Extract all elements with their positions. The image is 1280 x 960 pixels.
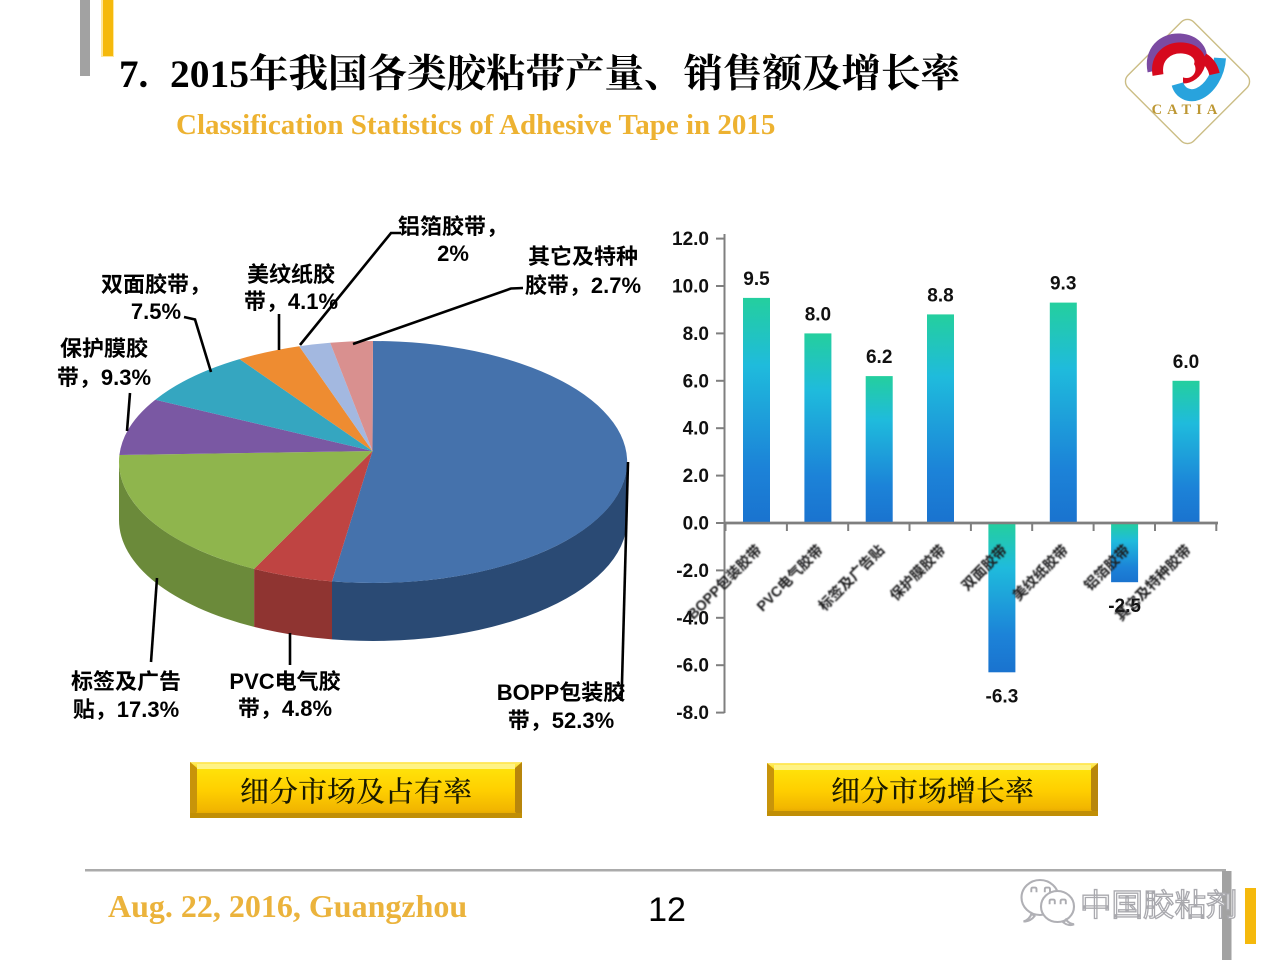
svg-text:-2.0: -2.0 — [676, 561, 709, 582]
svg-text:2.0: 2.0 — [683, 466, 709, 487]
svg-text:0.0: 0.0 — [683, 514, 709, 535]
svg-text:4.0: 4.0 — [683, 419, 709, 440]
svg-text:8.0: 8.0 — [805, 304, 831, 325]
svg-text:-8.0: -8.0 — [676, 703, 709, 724]
svg-text:6.2: 6.2 — [866, 347, 892, 368]
svg-text:2.7%: 2.7% — [591, 273, 641, 298]
svg-text:2%: 2% — [437, 241, 469, 266]
svg-text:8.0: 8.0 — [683, 324, 709, 345]
svg-text:BOPP: BOPP — [497, 680, 559, 705]
svg-text:12.0: 12.0 — [672, 229, 709, 250]
svg-text:6.0: 6.0 — [683, 371, 709, 392]
svg-text:9.5: 9.5 — [743, 269, 770, 290]
svg-text:8.8: 8.8 — [927, 285, 953, 306]
svg-text:Aug. 22, 2016, Guangzhou: Aug. 22, 2016, Guangzhou — [108, 888, 467, 924]
svg-text:10.0: 10.0 — [672, 277, 709, 298]
svg-text:-4.0: -4.0 — [676, 608, 709, 629]
svg-text:7.5%: 7.5% — [131, 299, 181, 324]
svg-text:52.3%: 52.3% — [552, 708, 614, 733]
svg-text:9.3: 9.3 — [1050, 274, 1076, 295]
svg-text:2015: 2015 — [170, 52, 249, 96]
svg-text:4.8%: 4.8% — [282, 696, 332, 721]
svg-text:17.3%: 17.3% — [117, 697, 179, 722]
svg-text:-6.3: -6.3 — [986, 686, 1019, 707]
svg-text:6.0: 6.0 — [1173, 352, 1199, 373]
svg-text:Classification Statistics of A: Classification Statistics of Adhesive Ta… — [176, 109, 775, 141]
svg-text:PVC: PVC — [229, 669, 274, 694]
svg-text:CATIA: CATIA — [1152, 102, 1223, 118]
svg-text:7.: 7. — [119, 53, 148, 96]
svg-text:9.3%: 9.3% — [101, 365, 151, 390]
svg-text:4.1%: 4.1% — [288, 289, 338, 314]
svg-text:-6.0: -6.0 — [676, 656, 709, 677]
svg-text:12: 12 — [648, 891, 686, 929]
